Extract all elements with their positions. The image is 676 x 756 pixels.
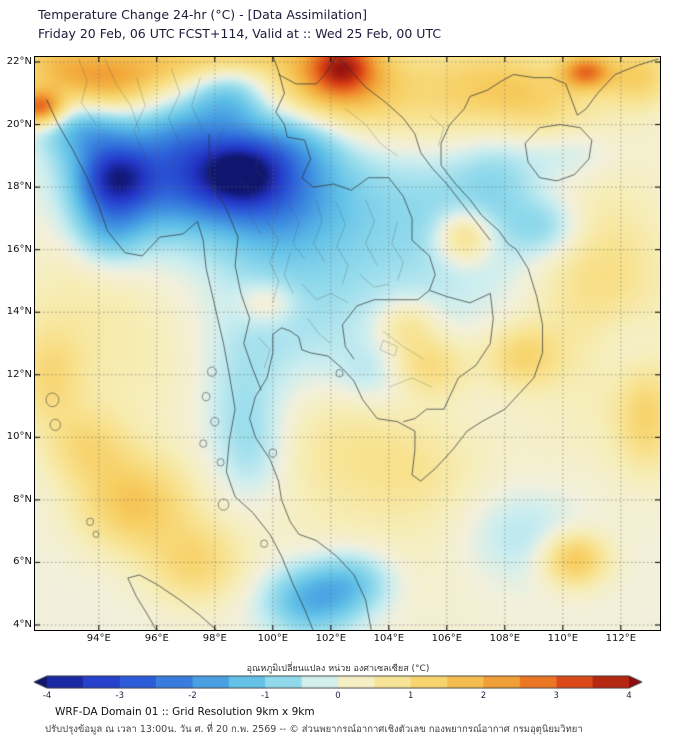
lat-tick-label: 12°N: [6, 368, 32, 380]
lon-tick-label: 94°E: [86, 633, 111, 644]
page-subtitle: Friday 20 Feb, 06 UTC FCST+114, Valid at…: [38, 25, 442, 41]
colorbar-tick-label: 0: [335, 691, 341, 701]
credit-info: ปรับปรุงข้อมูล ณ เวลา 13:00น. วัน ศ. ที่…: [45, 724, 583, 735]
temperature-change-map-canvas: [35, 57, 660, 630]
lat-tick-label: 18°N: [6, 181, 32, 193]
colorbar-tick-label: -3: [115, 691, 124, 701]
colorbar: -4 -3 -2 -1 0 1 2 3 4: [33, 675, 643, 707]
lat-tick-label: 22°N: [6, 56, 32, 67]
lat-tick-label: 16°N: [6, 243, 32, 255]
lon-tick-label: 104°E: [373, 633, 405, 644]
lat-tick-label: 10°N: [6, 431, 32, 443]
lon-tick-label: 108°E: [489, 633, 521, 644]
lon-tick-label: 102°E: [315, 633, 347, 644]
colorbar-tick-label: 2: [480, 691, 487, 701]
map-plot-area: [34, 56, 661, 631]
header: Temperature Change 24-hr (°C) - [Data As…: [38, 6, 441, 44]
lon-tick-label: 100°E: [257, 633, 289, 644]
colorbar-title: อุณหภูมิเปลี่ยนแปลง หน่วย องศาเซลเซียส (…: [246, 664, 430, 674]
colorbar-tick-label: -1: [261, 691, 270, 701]
lon-tick-label: 98°E: [202, 633, 227, 644]
lon-tick-label: 110°E: [547, 633, 579, 644]
colorbar-tick-label: 4: [626, 691, 632, 701]
lat-tick-label: 4°N: [13, 618, 32, 630]
lon-tick-label: 106°E: [431, 633, 463, 644]
lat-tick-label: 8°N: [13, 493, 32, 505]
lon-tick-label: 96°E: [144, 633, 169, 644]
colorbar-tick-label: 3: [553, 691, 559, 701]
colorbar-tick-label: -4: [42, 691, 52, 701]
colorbar-tick-label: -2: [188, 691, 197, 701]
lat-tick-label: 6°N: [13, 556, 32, 568]
page-title: Temperature Change 24-hr (°C) - [Data As…: [38, 7, 367, 22]
domain-info: WRF-DA Domain 01 :: Grid Resolution 9km …: [55, 706, 315, 718]
lat-tick-label: 20°N: [6, 118, 32, 130]
colorbar-gradient: [33, 675, 643, 689]
lat-tick-label: 14°N: [6, 306, 32, 318]
colorbar-tick-label: 1: [408, 691, 414, 701]
lon-tick-label: 112°E: [605, 633, 637, 644]
